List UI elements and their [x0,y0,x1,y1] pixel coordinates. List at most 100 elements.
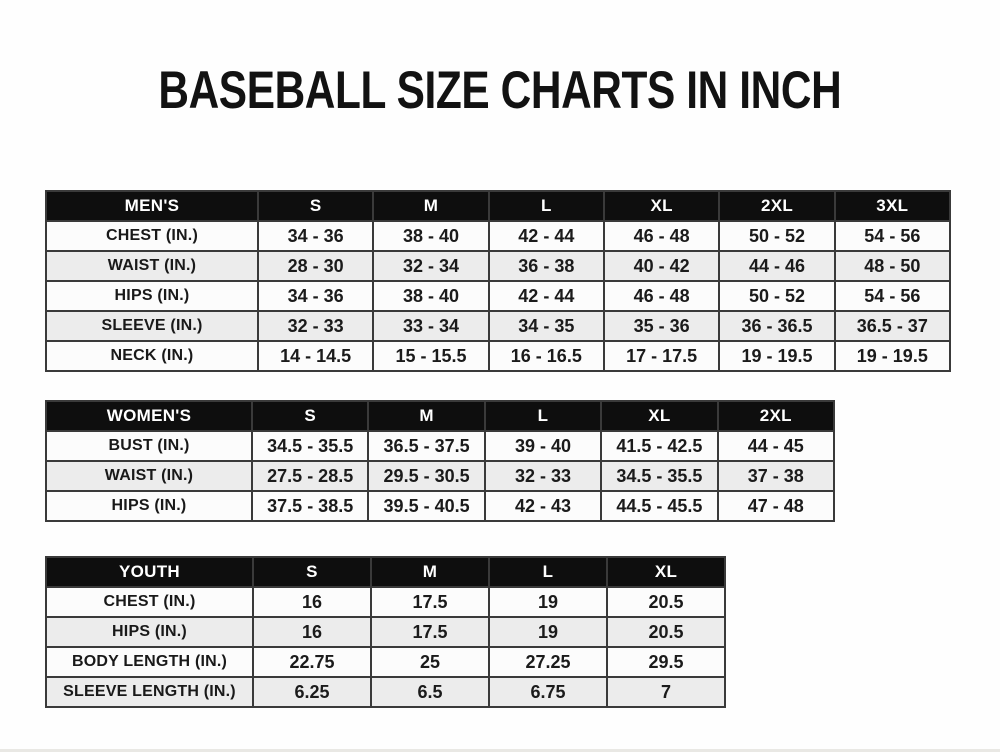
table-row: BUST (IN.) 34.5 - 35.5 36.5 - 37.5 39 - 40 4… [45,430,836,462]
column-header: L [488,556,608,588]
table-row: HIPS (IN.) 16 17.5 19 20.5 [45,616,726,648]
row-label: SLEEVE (IN.) [45,310,259,342]
column-header: 2XL [716,400,836,432]
table-title-cell: WOMEN'S [45,400,253,432]
size-value: 6.5 [370,676,490,708]
size-value: 32 - 33 [483,460,603,492]
row-label: CHEST (IN.) [45,586,254,618]
column-header: 3XL [833,190,952,222]
size-value: 39 - 40 [483,430,603,462]
table-row: NECK (IN.) 14 - 14.5 15 - 15.5 16 - 16.5 17 … [45,340,952,372]
size-value: 34 - 36 [256,280,375,312]
column-header: XL [602,190,721,222]
size-value: 25 [370,646,490,678]
size-value: 40 - 42 [602,250,721,282]
size-value: 32 - 33 [256,310,375,342]
table-row: HIPS (IN.) 37.5 - 38.5 39.5 - 40.5 42 - 43 4… [45,490,836,522]
row-label: WAIST (IN.) [45,460,253,492]
size-value: 22.75 [252,646,372,678]
column-header: M [367,400,486,432]
size-value: 44.5 - 45.5 [600,490,719,522]
size-value: 16 [252,586,372,618]
size-value: 46 - 48 [602,280,721,312]
size-value: 20.5 [606,616,726,648]
table-title-cell: YOUTH [45,556,254,588]
table-row: CHEST (IN.) 16 17.5 19 20.5 [45,586,726,618]
column-header: M [370,556,490,588]
header-row: YOUTH S M L XL [45,556,726,588]
table-row: SLEEVE (IN.) 32 - 33 33 - 34 34 - 35 35 - 36… [45,310,952,342]
size-value: 17.5 [370,586,490,618]
column-header: S [256,190,375,222]
size-value: 38 - 40 [372,220,490,252]
row-label: NECK (IN.) [45,340,259,372]
size-value: 6.25 [252,676,372,708]
size-value: 20.5 [606,586,726,618]
column-header: S [252,556,372,588]
table-row: BODY LENGTH (IN.) 22.75 25 27.25 29.5 [45,646,726,678]
size-value: 7 [606,676,726,708]
title-area: BASEBALL SIZE CHARTS IN INCH [0,64,1000,117]
size-value: 29.5 - 30.5 [367,460,486,492]
column-header: L [483,400,603,432]
size-value: 19 - 19.5 [718,340,836,372]
size-value: 19 [488,616,608,648]
size-value: 16 - 16.5 [487,340,605,372]
size-value: 42 - 43 [483,490,603,522]
size-value: 48 - 50 [833,250,952,282]
row-label: HIPS (IN.) [45,616,254,648]
size-value: 36.5 - 37.5 [367,430,486,462]
column-header: 2XL [718,190,836,222]
size-value: 50 - 52 [718,220,836,252]
size-value: 34.5 - 35.5 [250,430,370,462]
size-value: 41.5 - 42.5 [600,430,719,462]
mens-size-table: MEN'S S M L XL 2XL 3XL CHEST (IN.) 34 - 36 38 - 4… [45,190,952,372]
table-row: CHEST (IN.) 34 - 36 38 - 40 42 - 44 46 - 48 5… [45,220,952,252]
size-value: 19 [488,586,608,618]
size-value: 42 - 44 [487,220,605,252]
bottom-edge-artifact [0,749,1000,752]
row-label: CHEST (IN.) [45,220,259,252]
size-value: 33 - 34 [372,310,490,342]
column-header: XL [600,400,719,432]
size-value: 37 - 38 [716,460,836,492]
size-value: 42 - 44 [487,280,605,312]
size-value: 54 - 56 [833,280,952,312]
header-row: MEN'S S M L XL 2XL 3XL [45,190,952,222]
size-value: 28 - 30 [256,250,375,282]
table-row: WAIST (IN.) 27.5 - 28.5 29.5 - 30.5 32 - 33… [45,460,836,492]
size-value: 54 - 56 [833,220,952,252]
size-value: 35 - 36 [602,310,721,342]
size-value: 34.5 - 35.5 [600,460,719,492]
column-header: XL [606,556,726,588]
size-value: 14 - 14.5 [256,340,375,372]
size-value: 19 - 19.5 [833,340,952,372]
size-value: 44 - 46 [718,250,836,282]
size-value: 6.75 [488,676,608,708]
table-row: WAIST (IN.) 28 - 30 32 - 34 36 - 38 40 - 42 4… [45,250,952,282]
row-label: WAIST (IN.) [45,250,259,282]
column-header: M [372,190,490,222]
size-value: 47 - 48 [716,490,836,522]
size-value: 34 - 36 [256,220,375,252]
size-value: 16 [252,616,372,648]
column-header: L [487,190,605,222]
size-value: 17.5 [370,616,490,648]
row-label: HIPS (IN.) [45,280,259,312]
womens-size-table: WOMEN'S S M L XL 2XL BUST (IN.) 34.5 - 35.5 36.5… [45,400,836,522]
size-value: 29.5 [606,646,726,678]
page-title: BASEBALL SIZE CHARTS IN INCH [158,61,842,120]
row-label: BODY LENGTH (IN.) [45,646,254,678]
row-label: HIPS (IN.) [45,490,253,522]
row-label: SLEEVE LENGTH (IN.) [45,676,254,708]
table-row: SLEEVE LENGTH (IN.) 6.25 6.5 6.75 7 [45,676,726,708]
size-value: 27.25 [488,646,608,678]
size-value: 34 - 35 [487,310,605,342]
size-value: 27.5 - 28.5 [250,460,370,492]
size-value: 37.5 - 38.5 [250,490,370,522]
size-value: 46 - 48 [602,220,721,252]
size-value: 36 - 38 [487,250,605,282]
size-value: 44 - 45 [716,430,836,462]
size-value: 50 - 52 [718,280,836,312]
header-row: WOMEN'S S M L XL 2XL [45,400,836,432]
